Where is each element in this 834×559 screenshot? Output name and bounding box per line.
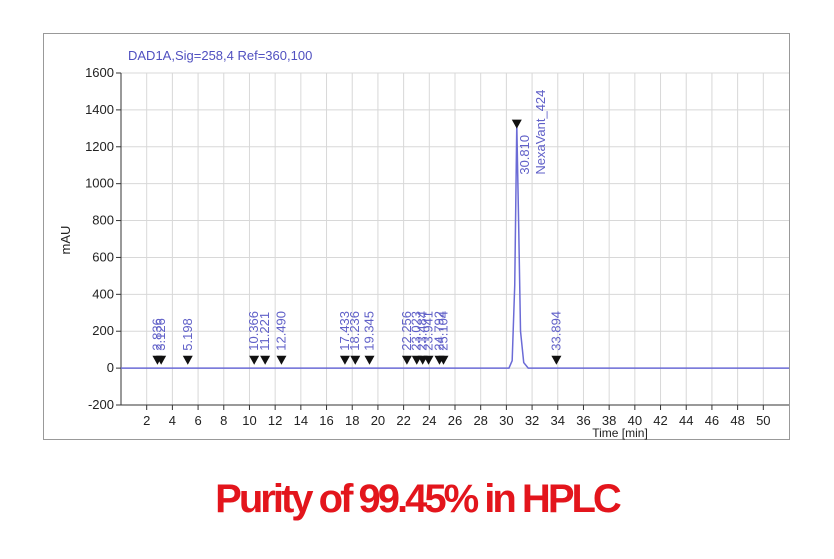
x-tick-label: 38 — [602, 413, 616, 428]
peak-label: 23.484 — [415, 311, 430, 351]
x-tick-label: 28 — [473, 413, 487, 428]
peak-label: 23.023 — [409, 311, 424, 351]
x-tick-label: 50 — [756, 413, 770, 428]
chart-frame — [43, 33, 790, 440]
y-tick-label: 0 — [107, 360, 114, 375]
peak-marker — [423, 355, 434, 365]
x-tick-label: 40 — [628, 413, 642, 428]
peak-label: 30.810 — [517, 135, 532, 175]
y-tick-label: 800 — [92, 213, 114, 228]
x-tick-label: 24 — [422, 413, 436, 428]
peak-label: 22.256 — [399, 311, 414, 351]
x-axis-label: Time [min] — [592, 426, 648, 440]
x-tick-label: 36 — [576, 413, 590, 428]
x-tick-label: 18 — [345, 413, 359, 428]
x-tick-label: 32 — [525, 413, 539, 428]
y-tick-label: -200 — [88, 397, 114, 412]
y-tick-label: 1200 — [85, 139, 114, 154]
x-tick-label: 12 — [268, 413, 282, 428]
y-tick-label: 1600 — [85, 65, 114, 80]
x-tick-label: 34 — [551, 413, 565, 428]
chart-title: DAD1A,Sig=258,4 Ref=360,100 — [128, 48, 312, 63]
peak-marker — [350, 355, 361, 365]
caption: Purity of 99.45% in HPLC — [215, 477, 621, 521]
peak-marker — [401, 355, 412, 365]
y-tick-label: 600 — [92, 249, 114, 264]
x-tick-label: 26 — [448, 413, 462, 428]
peak-marker — [182, 355, 193, 365]
x-tick-label: 42 — [653, 413, 667, 428]
peak-label: 2.836 — [149, 318, 164, 351]
x-tick-label: 6 — [194, 413, 201, 428]
peak-label: 12.490 — [273, 311, 288, 351]
peak-label: 11.221 — [257, 312, 272, 351]
peak-label: 23.941 — [421, 311, 436, 351]
peak-marker — [276, 355, 287, 365]
peak-marker — [339, 355, 350, 365]
peak-label: 19.345 — [362, 311, 377, 351]
x-tick-label: 8 — [220, 413, 227, 428]
y-tick-label: 1400 — [85, 102, 114, 117]
peak-marker — [364, 355, 375, 365]
peak-label: 18.236 — [347, 311, 362, 351]
peak-label: 24.792 — [431, 311, 446, 351]
x-tick-label: 22 — [396, 413, 410, 428]
peak-marker — [156, 355, 167, 365]
peak-label: 10.366 — [246, 311, 261, 351]
signal-trace — [121, 124, 789, 369]
x-tick-label: 44 — [679, 413, 693, 428]
y-tick-label: 1000 — [85, 176, 114, 191]
peak-label: 25.104 — [435, 311, 450, 351]
x-tick-label: 4 — [169, 413, 176, 428]
x-tick-label: 46 — [705, 413, 719, 428]
x-tick-label: 48 — [730, 413, 744, 428]
x-tick-label: 16 — [319, 413, 333, 428]
peak-label: 3.126 — [153, 318, 168, 351]
peak-label: 5.198 — [180, 318, 195, 351]
x-tick-label: 20 — [371, 413, 385, 428]
x-tick-label: 14 — [294, 413, 308, 428]
x-tick-label: 10 — [242, 413, 256, 428]
peak-marker — [249, 355, 260, 365]
y-axis-label: mAU — [58, 226, 73, 255]
peak-name: NexaVant_424 — [533, 90, 548, 175]
peak-marker — [511, 119, 522, 129]
y-tick-label: 400 — [92, 286, 114, 301]
x-tick-label: 2 — [143, 413, 150, 428]
y-tick-label: 200 — [92, 323, 114, 338]
peak-label: 17.433 — [337, 311, 352, 351]
peak-marker — [551, 355, 562, 365]
peak-marker — [438, 355, 449, 365]
peak-marker — [260, 355, 271, 365]
peak-label: 33.894 — [548, 311, 563, 351]
x-tick-label: 30 — [499, 413, 513, 428]
